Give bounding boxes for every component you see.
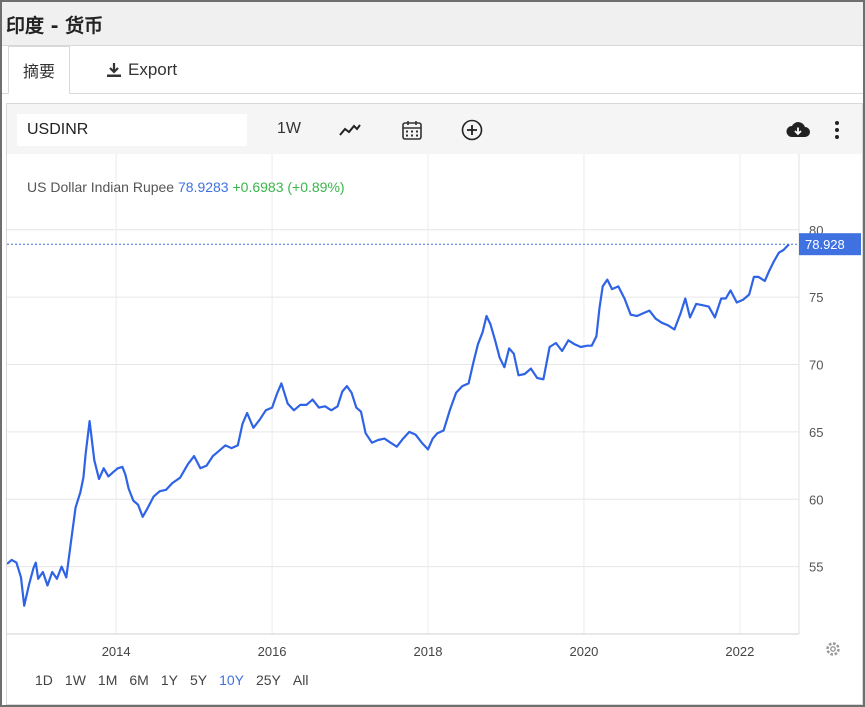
range-selector: 1D 1W 1M 6M 1Y 5Y 10Y 25Y All [29,672,314,694]
y-tick-label: 75 [809,290,823,305]
range-button-6m[interactable]: 6M [129,672,149,688]
tab-bar: 摘要 Export [2,46,863,94]
series-line [7,243,790,607]
y-tick-label: 70 [809,358,823,373]
y-tick-label: 60 [809,492,823,507]
download-icon [107,63,121,77]
range-button-1m[interactable]: 1M [97,672,118,688]
range-button-5y[interactable]: 5Y [189,672,208,688]
x-tick-label: 2014 [102,644,131,659]
line-chart-icon[interactable] [337,117,363,143]
settings-gear-icon[interactable] [826,642,840,656]
export-button[interactable]: Export [106,59,177,81]
add-circle-icon[interactable] [459,117,485,143]
more-vertical-icon[interactable] [827,117,847,143]
range-button-10y[interactable]: 10Y [219,672,244,688]
export-label: Export [128,60,178,79]
symbol-input[interactable]: USDINR [17,114,247,146]
y-tick-label: 65 [809,425,823,440]
last-price-label: 78.928 [805,237,845,252]
calendar-icon[interactable] [399,117,425,143]
x-tick-label: 2016 [258,644,287,659]
symbol-value: USDINR [27,121,89,138]
range-button-1y[interactable]: 1Y [160,672,178,688]
range-button-1w[interactable]: 1W [64,672,86,688]
legend-change: +0.6983 (+0.89%) [232,179,345,195]
chart-legend: US Dollar Indian Rupee 78.9283 +0.6983 (… [27,179,345,195]
legend-price: 78.9283 [177,179,229,195]
chart-toolbar: USDINR 1W [7,104,862,154]
interval-button[interactable]: 1W [277,120,301,137]
range-button-all[interactable]: All [292,672,309,688]
title-bar: 印度 - 货币 [2,2,863,46]
cloud-download-icon[interactable] [785,117,811,143]
chart-panel: USDINR 1W [6,103,863,705]
last-price-tag [799,233,861,256]
x-tick-label: 2020 [569,644,598,659]
range-button-25y[interactable]: 25Y [255,672,281,688]
x-tick-label: 2022 [725,644,754,659]
y-tick-label: 55 [809,560,823,575]
range-button-1d[interactable]: 1D [35,672,53,688]
x-tick-label: 2018 [414,644,443,659]
legend-name: US Dollar Indian Rupee [27,179,175,195]
tab-summary[interactable]: 摘要 [8,46,70,94]
window-title: 印度 - 货币 [6,15,104,37]
